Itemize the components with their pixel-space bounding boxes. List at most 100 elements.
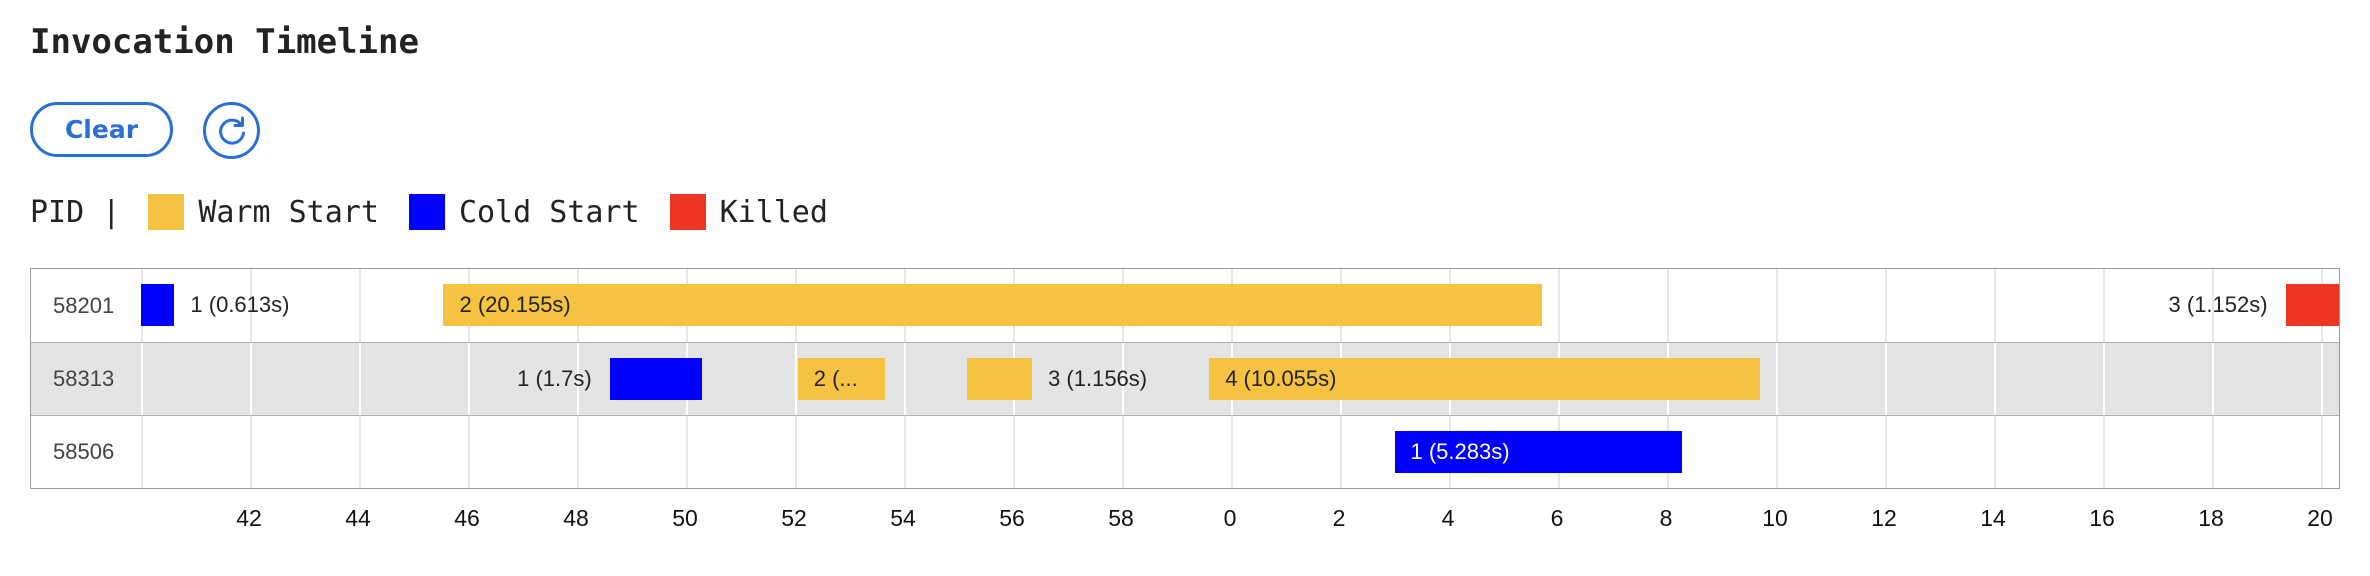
grid-line bbox=[250, 416, 252, 488]
x-tick-label: 16 bbox=[2089, 505, 2115, 531]
invocation-bar-warm[interactable] bbox=[1209, 358, 1760, 400]
x-tick-label: 58 bbox=[1108, 505, 1134, 531]
x-tick-label: 8 bbox=[1659, 505, 1673, 531]
invocation-bar-warm[interactable] bbox=[966, 358, 1033, 400]
x-tick-label: 20 bbox=[2307, 505, 2333, 531]
legend-killed: Killed bbox=[669, 194, 828, 230]
row-pid-label: 58201 bbox=[53, 292, 115, 318]
grid-line bbox=[1994, 416, 1996, 488]
clear-button-label: Clear bbox=[64, 115, 139, 144]
grid-line bbox=[1776, 269, 1778, 342]
invocation-bar-cold[interactable] bbox=[609, 358, 703, 400]
legend-label-killed: Killed bbox=[719, 194, 828, 230]
row-pid-label: 58506 bbox=[53, 439, 115, 464]
legend-label-warm: Warm Start bbox=[198, 194, 379, 230]
grid-line bbox=[904, 416, 906, 488]
grid-line bbox=[250, 269, 252, 342]
invocation-bar-cold[interactable] bbox=[1394, 431, 1683, 473]
x-tick-label: 6 bbox=[1550, 505, 1564, 531]
grid-line bbox=[1776, 343, 1778, 415]
legend: PID | Warm Start Cold Start Killed bbox=[30, 192, 858, 232]
x-tick-label: 50 bbox=[672, 505, 698, 531]
grid-line bbox=[468, 343, 470, 415]
pid-column-divider bbox=[141, 416, 143, 488]
invocation-label: 3 (1.156s) bbox=[1048, 366, 1148, 391]
legend-swatch-killed bbox=[669, 194, 706, 230]
grid-line bbox=[359, 269, 361, 342]
refresh-button[interactable] bbox=[203, 102, 260, 159]
x-tick-label: 46 bbox=[454, 505, 480, 531]
x-tick-label: 56 bbox=[999, 505, 1025, 531]
grid-line bbox=[1885, 416, 1887, 488]
grid-line bbox=[2321, 343, 2323, 415]
legend-swatch-cold bbox=[408, 194, 445, 230]
grid-line bbox=[2103, 416, 2105, 488]
clear-button[interactable]: Clear bbox=[30, 102, 173, 157]
grid-line bbox=[904, 343, 906, 415]
invocation-bar-warm[interactable] bbox=[797, 358, 885, 400]
grid-line bbox=[359, 416, 361, 488]
x-tick-label: 4 bbox=[1441, 505, 1455, 531]
legend-label-cold: Cold Start bbox=[458, 194, 640, 230]
grid-line bbox=[2212, 416, 2214, 488]
x-tick-label: 12 bbox=[1871, 505, 1897, 531]
legend-cold-start: Cold Start bbox=[408, 194, 640, 230]
x-tick-label: 52 bbox=[781, 505, 807, 531]
grid-line bbox=[1558, 269, 1560, 342]
grid-line bbox=[2212, 269, 2214, 342]
invocation-bar-warm[interactable] bbox=[443, 284, 1542, 326]
grid-line bbox=[1122, 343, 1124, 415]
invocation-label: 1 (1.7s) bbox=[517, 366, 592, 391]
x-tick-label: 44 bbox=[345, 505, 371, 531]
x-tick-label: 2 bbox=[1332, 505, 1346, 531]
x-tick-label: 0 bbox=[1223, 505, 1237, 531]
pid-column-divider bbox=[141, 343, 143, 415]
legend-warm-start: Warm Start bbox=[148, 194, 379, 230]
invocation-label: 3 (1.152s) bbox=[2168, 292, 2268, 317]
grid-line bbox=[1231, 416, 1233, 488]
x-tick-label: 18 bbox=[2198, 505, 2224, 531]
grid-line bbox=[1122, 416, 1124, 488]
grid-line bbox=[686, 416, 688, 488]
grid-line bbox=[1885, 269, 1887, 342]
grid-line bbox=[2103, 269, 2105, 342]
grid-line bbox=[1776, 416, 1778, 488]
grid-line bbox=[795, 343, 797, 415]
legend-swatch-warm bbox=[148, 194, 185, 230]
grid-line bbox=[359, 343, 361, 415]
grid-line bbox=[1994, 343, 1996, 415]
grid-line bbox=[1667, 269, 1669, 342]
grid-line bbox=[577, 416, 579, 488]
invocation-label: 2 (... bbox=[813, 366, 858, 391]
invocation-label: 1 (5.283s) bbox=[1410, 439, 1510, 464]
row-pid-label: 58313 bbox=[53, 366, 115, 391]
x-tick-label: 42 bbox=[236, 505, 262, 531]
invocation-label: 4 (10.055s) bbox=[1225, 366, 1337, 391]
x-tick-label: 54 bbox=[890, 505, 916, 531]
grid-line bbox=[1885, 343, 1887, 415]
timeline-row: 58506 1 (5.283s) bbox=[31, 415, 2339, 488]
grid-line bbox=[795, 416, 797, 488]
x-tick-label: 10 bbox=[1762, 505, 1788, 531]
invocation-label: 1 (0.613s) bbox=[190, 292, 290, 317]
grid-line bbox=[2321, 416, 2323, 488]
grid-line bbox=[577, 343, 579, 415]
grid-line bbox=[2103, 343, 2105, 415]
legend-prefix: PID | bbox=[30, 194, 121, 230]
grid-line bbox=[2212, 343, 2214, 415]
x-tick-label: 14 bbox=[1980, 505, 2006, 531]
invocation-bar-killed[interactable] bbox=[2285, 284, 2339, 326]
refresh-icon bbox=[218, 116, 245, 145]
grid-line bbox=[1340, 416, 1342, 488]
timeline-row: 58201 1 (0.613s) 2 (20.155s) 3 (1.152s) bbox=[31, 269, 2339, 342]
grid-line bbox=[1013, 416, 1015, 488]
invocation-label: 2 (20.155s) bbox=[459, 292, 571, 317]
timeline-chart: 58201 1 (0.613s) 2 (20.155s) 3 (1.152s) 5831… bbox=[30, 268, 2340, 489]
grid-line bbox=[250, 343, 252, 415]
page-title: Invocation Timeline bbox=[30, 22, 419, 62]
invocation-bar-cold[interactable] bbox=[141, 284, 175, 326]
timeline-row: 58313 1 (1.7s) 2 (... 3 (1.156s) 4 (10.055s) bbox=[31, 342, 2339, 415]
grid-line bbox=[1994, 269, 1996, 342]
x-tick-label: 48 bbox=[563, 505, 589, 531]
grid-line bbox=[468, 416, 470, 488]
